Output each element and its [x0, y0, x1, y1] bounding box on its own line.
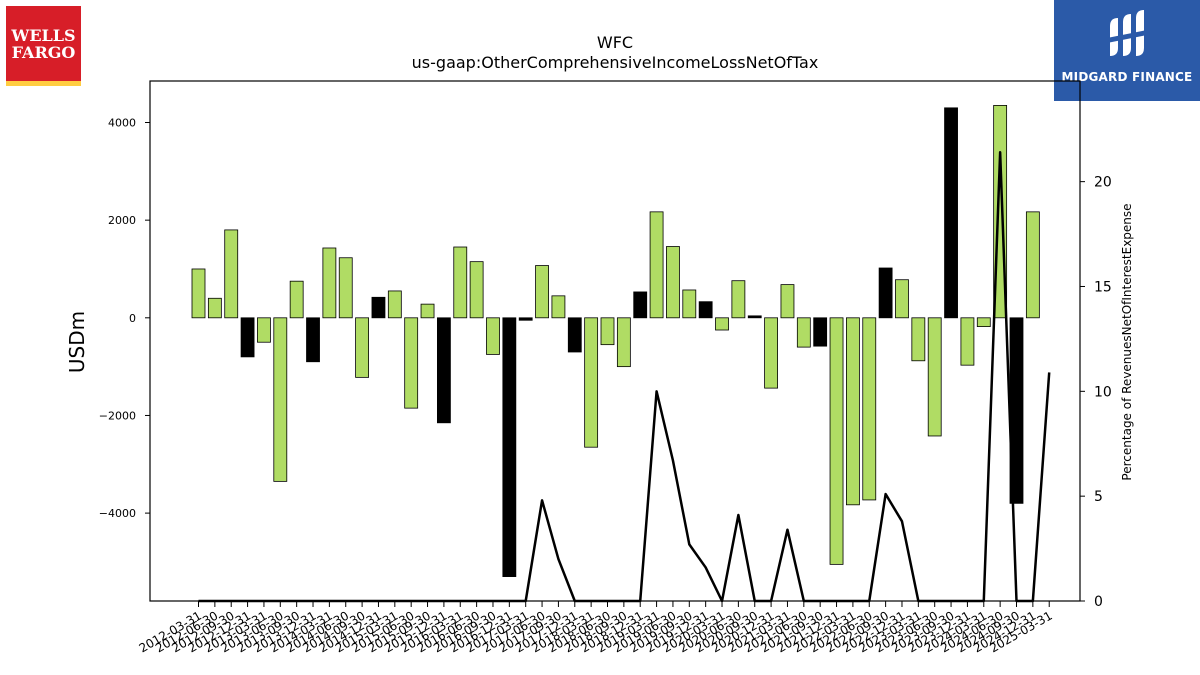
bar-2020-03-31 [715, 317, 729, 331]
wells-fargo-logo-line-2: FARGO [11, 42, 76, 62]
y-tick-label: −4000 [99, 507, 136, 520]
bar-2013-06-30 [273, 317, 288, 482]
bar-2012-09-30 [224, 229, 239, 319]
bar-2016-06-30 [469, 261, 484, 319]
bar-2015-12-31 [436, 317, 451, 424]
bar-2021-06-30 [796, 317, 811, 348]
bar-2021-09-30 [813, 317, 828, 347]
chart-title: WFC [597, 33, 633, 52]
bar-2020-06-30 [731, 280, 746, 319]
bar-2022-09-30 [878, 267, 893, 319]
chart-subtitle: us-gaap:OtherComprehensiveIncomeLossNetO… [412, 53, 819, 72]
bar-2019-06-30 [666, 246, 680, 319]
bar-2024-12-31 [1025, 211, 1040, 319]
wells-fargo-logo-box: WELLS FARGO [6, 6, 81, 81]
bar-2021-12-31 [829, 317, 844, 565]
bar-2016-09-30 [486, 317, 500, 355]
y2-tick-label: 0 [1094, 594, 1103, 610]
y-axis-label: USDm [65, 311, 89, 373]
bar-2019-12-31 [698, 301, 713, 319]
y-tick-label: 0 [129, 312, 136, 325]
y-tick-label: 4000 [108, 117, 136, 130]
bar-2014-09-30 [355, 317, 370, 378]
wells-fargo-logo-strip [6, 81, 81, 86]
bars-layer [191, 105, 1040, 577]
bar-2018-03-31 [584, 317, 599, 448]
bar-2015-06-30 [404, 317, 419, 409]
bar-2020-12-31 [764, 317, 778, 389]
bar-2017-06-30 [535, 265, 549, 319]
bar-2023-09-30 [944, 107, 958, 319]
midgard-finance-logo: MIDGARD FINANCE [1054, 0, 1200, 101]
bar-2012-12-31 [240, 317, 255, 358]
y-tick-label: −2000 [99, 409, 136, 422]
bar-2021-03-31 [780, 284, 795, 319]
axes-layer: −4000−2000020004000051015202012-03-31201… [99, 80, 1112, 655]
bar-2017-09-30 [551, 295, 566, 319]
bar-2019-09-30 [682, 289, 697, 319]
bar-2023-06-30 [927, 317, 942, 437]
bar-2024-03-31 [976, 317, 991, 327]
line-layer [198, 151, 1051, 603]
bar-2013-09-30 [289, 280, 304, 319]
midgard-mark-icon [1107, 10, 1147, 56]
bar-2018-06-30 [600, 317, 615, 346]
wells-fargo-logo: WELLS FARGO [6, 6, 81, 86]
bar-2022-03-31 [846, 317, 860, 506]
bar-2012-03-31 [191, 268, 206, 319]
bar-2014-12-31 [371, 296, 386, 319]
y2-tick-label: 15 [1094, 279, 1112, 295]
bar-2019-03-31 [649, 211, 664, 319]
bar-2018-12-31 [633, 291, 648, 319]
bar-2014-03-31 [322, 247, 337, 319]
bar-2017-12-31 [567, 317, 582, 353]
bar-2016-12-31 [502, 317, 517, 577]
bar-2018-09-30 [616, 317, 631, 368]
bar-2013-03-31 [257, 317, 271, 343]
y2-tick-label: 5 [1094, 489, 1103, 505]
wells-fargo-logo-line-1: WELLS [11, 25, 76, 45]
y-tick-label: 2000 [108, 214, 136, 227]
midgard-finance-name: MIDGARD FINANCE [1061, 70, 1193, 84]
bar-2022-06-30 [862, 317, 877, 501]
bar-2022-12-31 [895, 279, 909, 319]
y2-tick-label: 10 [1094, 384, 1112, 400]
ratio-line [198, 151, 1051, 603]
bar-2013-12-31 [306, 317, 320, 363]
bar-2017-03-31 [518, 317, 533, 321]
bar-2012-06-30 [207, 297, 222, 319]
plot-frame [149, 80, 1081, 602]
bar-2020-09-30 [747, 315, 762, 319]
bar-2014-06-30 [338, 257, 353, 319]
y2-axis-label: Percentage of RevenuesNetOfInterestExpen… [1120, 203, 1134, 480]
y2-tick-label: 20 [1094, 175, 1112, 191]
bar-2015-03-31 [387, 290, 402, 319]
bar-2023-03-31 [911, 317, 926, 362]
bar-2015-09-30 [420, 303, 435, 319]
bar-2016-03-31 [453, 246, 468, 319]
bar-2023-12-31 [960, 317, 975, 366]
